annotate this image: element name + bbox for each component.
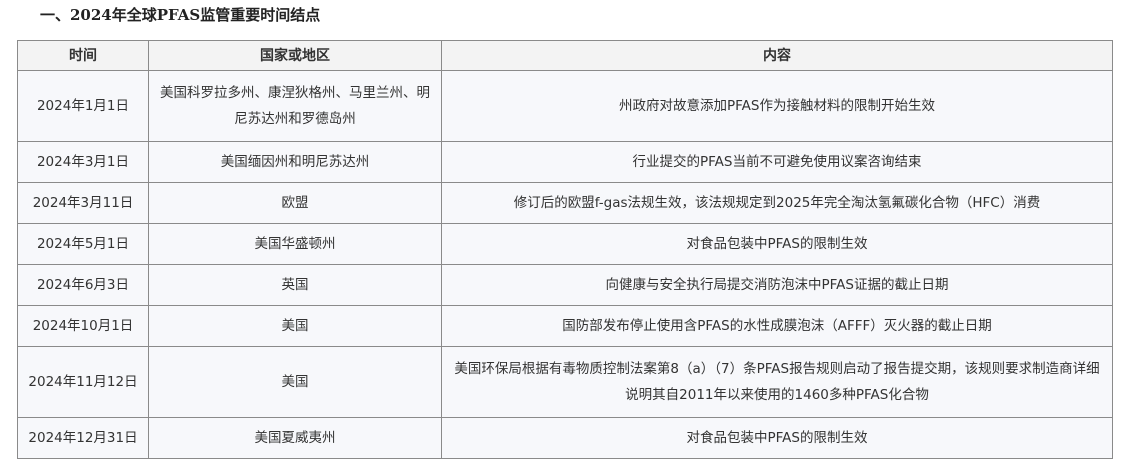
cell-content: 向健康与安全执行局提交消防泡沫中PFAS证据的截止日期 [441, 264, 1113, 306]
cell-region: 美国科罗拉多州、康涅狄格州、马里兰州、明尼苏达州和罗德岛州 [148, 70, 442, 142]
header-content: 内容 [441, 40, 1113, 71]
cell-date: 2024年1月1日 [17, 70, 149, 142]
table-row: 2024年1月1日 美国科罗拉多州、康涅狄格州、马里兰州、明尼苏达州和罗德岛州 州政… [17, 70, 1113, 142]
cell-region: 美国缅因州和明尼苏达州 [148, 141, 442, 183]
cell-date: 2024年11月12日 [17, 346, 149, 418]
cell-region: 美国夏威夷州 [148, 417, 442, 459]
cell-content: 美国环保局根据有毒物质控制法案第8（a）（7）条PFAS报告规则启动了报告提交期… [441, 346, 1113, 418]
cell-date: 2024年5月1日 [17, 223, 149, 265]
cell-content: 国防部发布停止使用含PFAS的水性成膜泡沫（AFFF）灭火器的截止日期 [441, 305, 1113, 347]
cell-date: 2024年10月1日 [17, 305, 149, 347]
cell-date: 2024年3月11日 [17, 182, 149, 224]
header-region: 国家或地区 [148, 40, 442, 71]
cell-region: 美国 [148, 305, 442, 347]
table-row: 2024年11月12日 美国 美国环保局根据有毒物质控制法案第8（a）（7）条PFA… [17, 346, 1113, 418]
table-row: 2024年6月3日 英国 向健康与安全执行局提交消防泡沫中PFAS证据的截止日期 [17, 264, 1113, 306]
cell-content: 行业提交的PFAS当前不可避免使用议案咨询结束 [441, 141, 1113, 183]
cell-date: 2024年12月31日 [17, 417, 149, 459]
pfas-timeline-table: 时间 国家或地区 内容 2024年1月1日 美国科罗拉多州、康涅狄格州、马里兰州、… [17, 40, 1113, 459]
cell-region: 美国 [148, 346, 442, 418]
table-row: 2024年5月1日 美国华盛顿州 对食品包装中PFAS的限制生效 [17, 223, 1113, 265]
cell-content: 修订后的欧盟f-gas法规生效，该法规规定到2025年完全淘汰氢氟碳化合物（HF… [441, 182, 1113, 224]
table-header-row: 时间 国家或地区 内容 [17, 40, 1113, 71]
table-row: 2024年3月11日 欧盟 修订后的欧盟f-gas法规生效，该法规规定到2025年完… [17, 182, 1113, 224]
cell-content: 州政府对故意添加PFAS作为接触材料的限制开始生效 [441, 70, 1113, 142]
cell-content: 对食品包装中PFAS的限制生效 [441, 223, 1113, 265]
table-row: 2024年3月1日 美国缅因州和明尼苏达州 行业提交的PFAS当前不可避免使用议案咨… [17, 141, 1113, 183]
cell-date: 2024年3月1日 [17, 141, 149, 183]
section-title: 一、2024年全球PFAS监管重要时间结点 [40, 6, 321, 24]
cell-content: 对食品包装中PFAS的限制生效 [441, 417, 1113, 459]
header-date: 时间 [17, 40, 149, 71]
cell-region: 英国 [148, 264, 442, 306]
cell-date: 2024年6月3日 [17, 264, 149, 306]
cell-region: 欧盟 [148, 182, 442, 224]
table-row: 2024年10月1日 美国 国防部发布停止使用含PFAS的水性成膜泡沫（AFFF）灭… [17, 305, 1113, 347]
cell-region: 美国华盛顿州 [148, 223, 442, 265]
table-row: 2024年12月31日 美国夏威夷州 对食品包装中PFAS的限制生效 [17, 417, 1113, 459]
